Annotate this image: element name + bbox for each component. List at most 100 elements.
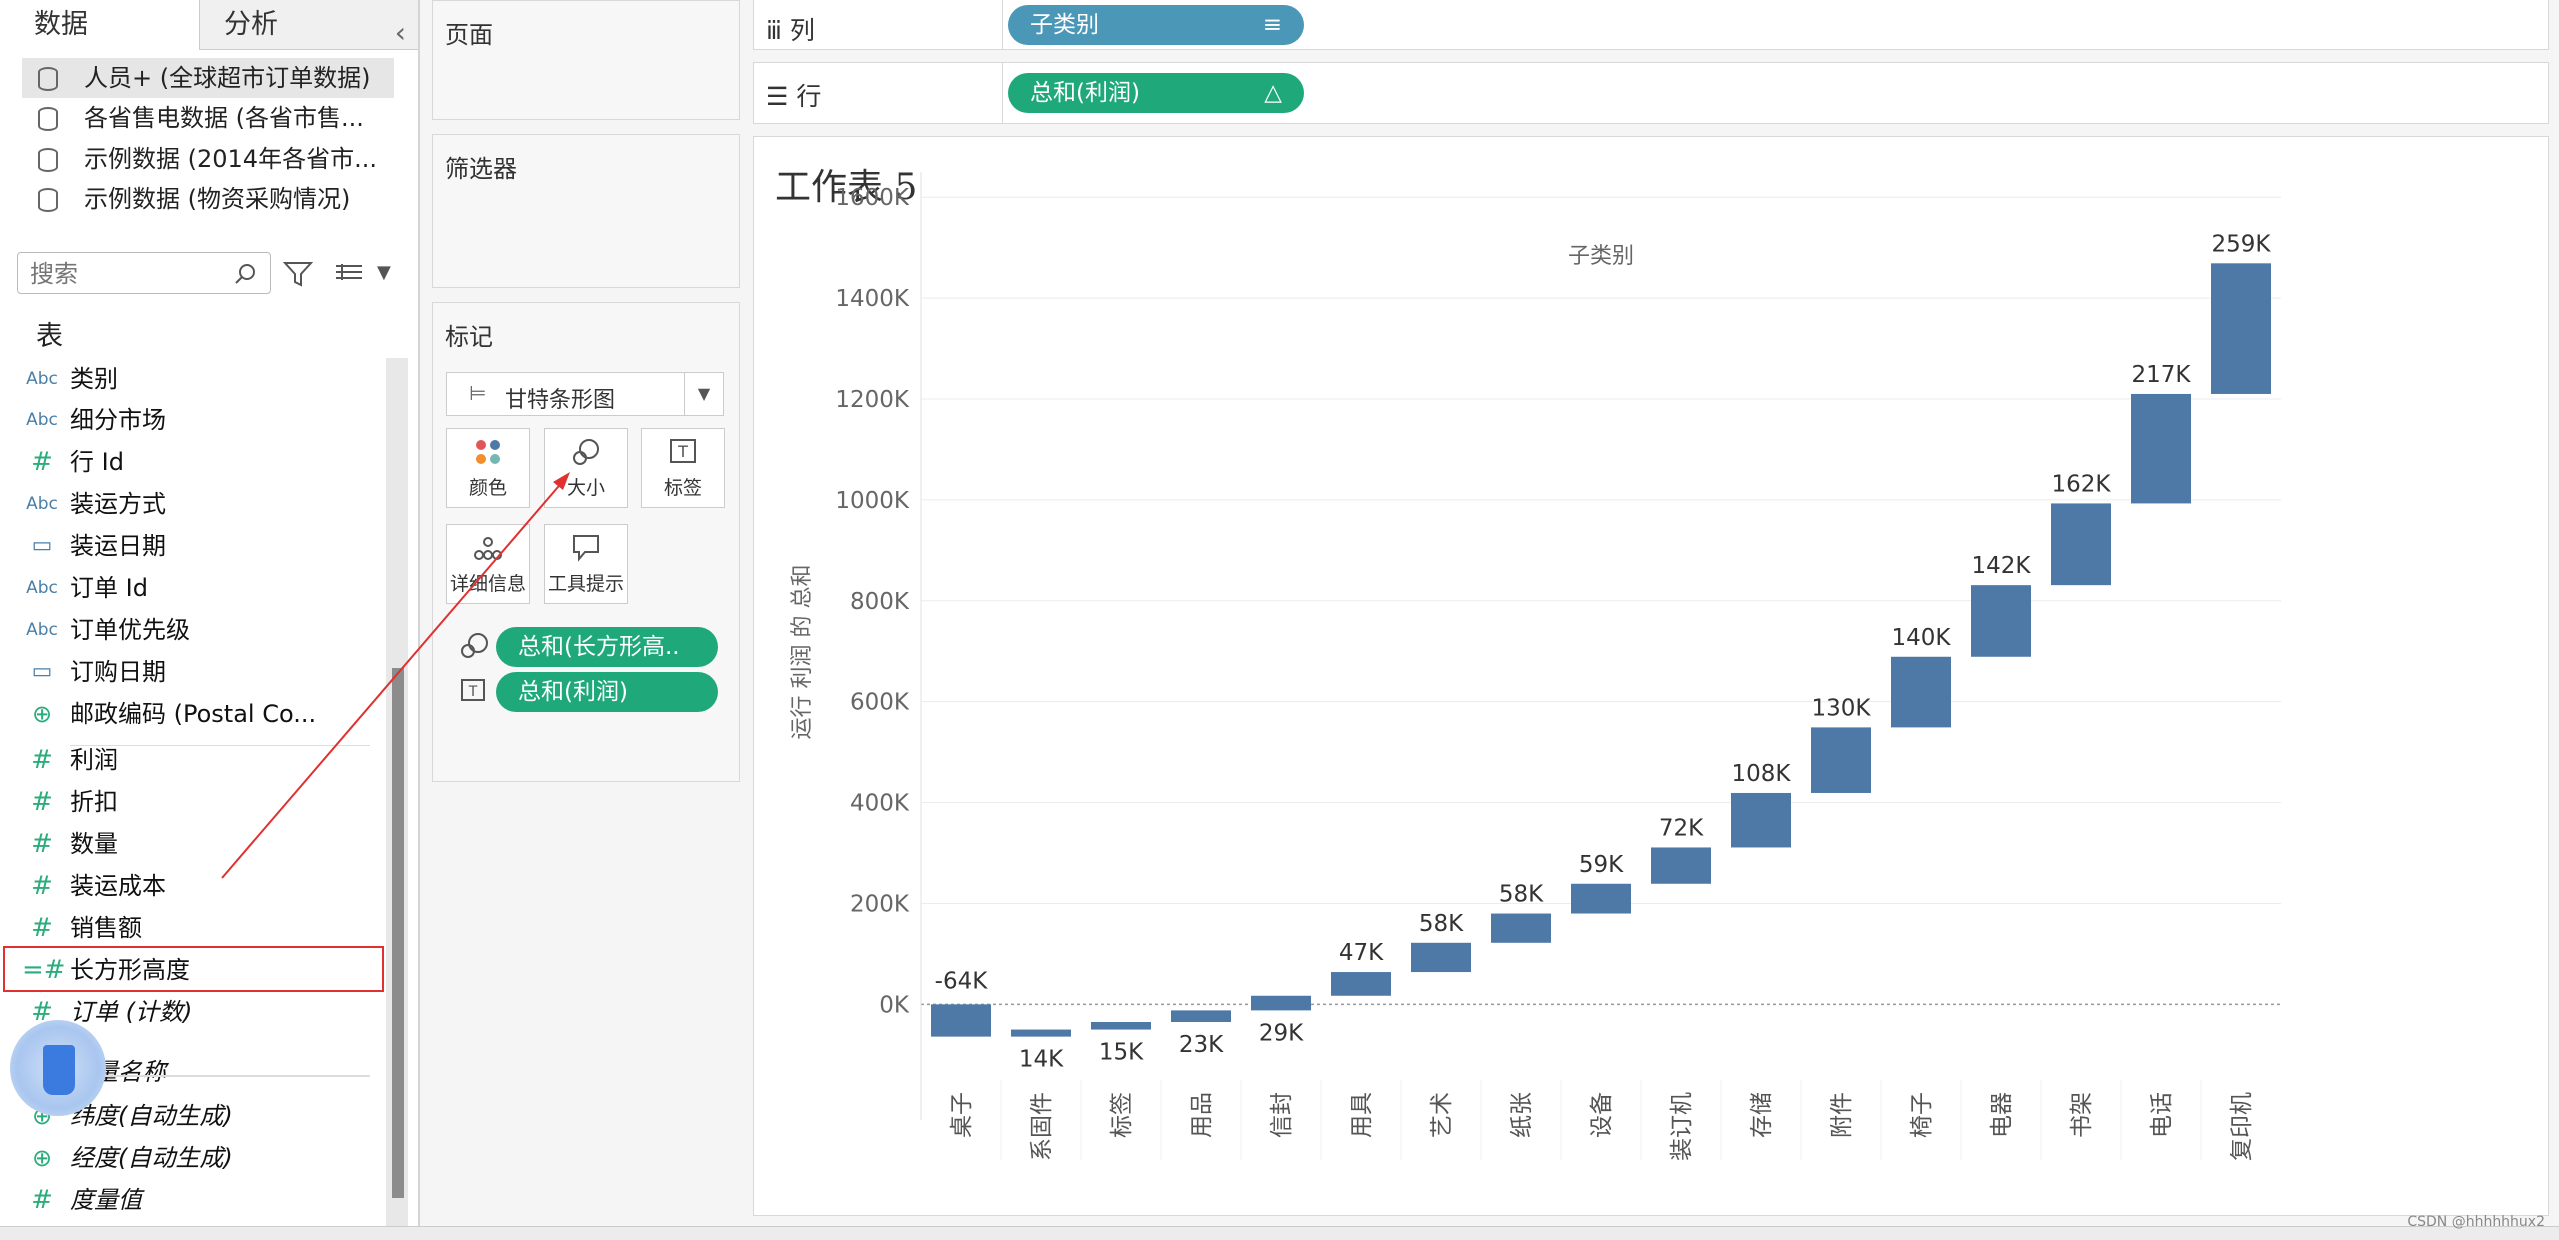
- mark-type-select[interactable]: ⊨ 甘特条形图 ▼: [446, 372, 724, 416]
- sheet-title: 工作表 5: [775, 167, 918, 208]
- field-item[interactable]: # 折扣: [31, 782, 118, 822]
- data-label: -64K: [935, 968, 989, 994]
- field-name: 度量值: [70, 1186, 142, 1214]
- x-tick-label: 信封: [1269, 1092, 1295, 1138]
- field-name: 订单优先级: [70, 616, 190, 644]
- data-label: 58K: [1419, 911, 1464, 937]
- field-item[interactable]: # 销售额: [31, 908, 142, 948]
- field-item[interactable]: Abc 装运方式: [26, 484, 166, 524]
- datasource-item[interactable]: 各省售电数据 (各省市售...: [38, 99, 364, 137]
- field-item[interactable]: Abc 订单 Id: [26, 568, 148, 608]
- field-item[interactable]: # 数量: [31, 824, 118, 864]
- waterfall-bar: [2051, 503, 2111, 586]
- database-icon: [38, 107, 58, 131]
- rows-icon: ☰: [766, 82, 789, 111]
- field-item[interactable]: ▭ 订购日期: [32, 652, 166, 692]
- calendar-icon: ▭: [31, 533, 53, 558]
- x-tick-label: 存储: [1749, 1092, 1775, 1138]
- tab-data[interactable]: 数据: [0, 0, 200, 50]
- tab-analysis[interactable]: 分析 ‹: [200, 0, 418, 50]
- svg-text:T: T: [677, 442, 688, 461]
- tooltip-button[interactable]: 工具提示: [544, 524, 628, 604]
- datasource-item[interactable]: 示例数据 (2014年各省市...: [38, 140, 377, 178]
- data-label: 108K: [1732, 761, 1792, 787]
- field-item[interactable]: ▭ 装运日期: [32, 526, 166, 566]
- field-name: 销售额: [70, 914, 142, 942]
- field-name: 订购日期: [70, 658, 166, 686]
- delta-icon[interactable]: △: [1264, 80, 1282, 106]
- number-type-icon: #: [31, 787, 53, 817]
- database-icon: [38, 188, 58, 212]
- text-type-icon: Abc: [26, 620, 58, 640]
- waterfall-bar: [1411, 942, 1471, 973]
- scrollbar-thumb[interactable]: [392, 668, 404, 1198]
- color-button[interactable]: 颜色: [446, 428, 530, 508]
- x-tick-label: 复印机: [2229, 1092, 2255, 1161]
- field-item[interactable]: Abc 订单优先级: [26, 610, 190, 650]
- dropdown-arrow-icon[interactable]: ▼: [377, 262, 391, 283]
- field-item[interactable]: ⊕ 邮政编码 (Postal Co...: [32, 694, 316, 734]
- column-header: 子类别: [1568, 244, 1634, 269]
- tab-analysis-label: 分析: [224, 9, 278, 40]
- rows-pill[interactable]: 总和(利润) △: [1008, 73, 1304, 113]
- detail-dots-icon: [447, 533, 529, 569]
- field-item[interactable]: =# 长方形高度: [22, 950, 190, 990]
- label-button[interactable]: T 标签: [641, 428, 725, 508]
- number-type-icon: #: [31, 997, 53, 1027]
- field-item[interactable]: # 订单 (计数): [31, 992, 192, 1032]
- waterfall-bar: [1731, 792, 1791, 848]
- data-label: 47K: [1339, 940, 1384, 966]
- y-tick-label: 1600K: [835, 185, 910, 211]
- search-box[interactable]: [17, 252, 271, 294]
- y-axis-label: 运行 利润 的 总和: [790, 565, 815, 740]
- detail-button[interactable]: 详细信息: [446, 524, 530, 604]
- waterfall-bar: [1171, 1010, 1231, 1022]
- waterfall-bar: [2211, 263, 2271, 394]
- chevron-left-icon[interactable]: ‹: [394, 16, 406, 49]
- data-label: 142K: [1972, 553, 2032, 579]
- datasource-item[interactable]: 人员+ (全球超市订单数据): [38, 59, 370, 97]
- calendar-icon: ▭: [31, 659, 53, 684]
- x-tick-label: 电器: [1989, 1092, 2015, 1138]
- field-item[interactable]: ⊕ 纬度(自动生成): [32, 1096, 233, 1136]
- label-pill[interactable]: 总和(利润): [496, 672, 718, 712]
- waterfall-chart: 0K 200K 400K 600K 800K 1000K 1200K 1400K 1600K 子类…: [790, 172, 2281, 1161]
- columns-pill[interactable]: 子类别 ≡: [1008, 5, 1304, 45]
- divider: [1002, 63, 1003, 123]
- x-tick-label: 电话: [2149, 1092, 2175, 1138]
- status-bar: [0, 1226, 2559, 1240]
- gantt-icon: ⊨: [469, 381, 487, 405]
- size-circles-icon: [461, 633, 488, 658]
- y-tick-label: 600K: [850, 690, 910, 716]
- columns-shelf-label: ⅲ 列: [766, 16, 815, 45]
- datasource-item[interactable]: 示例数据 (物资采购情况): [38, 180, 350, 218]
- divider: [1002, 0, 1003, 49]
- waterfall-bar: [1491, 913, 1551, 943]
- search-icon[interactable]: [234, 262, 258, 286]
- field-item[interactable]: # 利润: [31, 740, 118, 780]
- size-pill[interactable]: 总和(长方形高..: [496, 627, 718, 667]
- search-input[interactable]: [28, 259, 232, 289]
- field-item[interactable]: ⊕ 经度(自动生成): [32, 1138, 233, 1178]
- datasource-selected-bg: [22, 58, 394, 98]
- waterfall-bar: [1651, 847, 1711, 884]
- field-item[interactable]: Abc 类别: [26, 359, 118, 399]
- list-view-icon[interactable]: [334, 262, 364, 286]
- data-label: 140K: [1892, 625, 1952, 651]
- globe-icon: ⊕: [31, 700, 53, 728]
- number-type-icon: #: [31, 745, 53, 775]
- sort-icon[interactable]: ≡: [1262, 12, 1282, 38]
- field-item[interactable]: # 度量值: [31, 1180, 142, 1220]
- y-tick-label: 400K: [850, 791, 910, 817]
- filter-icon[interactable]: [283, 260, 313, 288]
- field-item[interactable]: # 行 Id: [31, 442, 124, 482]
- field-item[interactable]: Abc 细分市场: [26, 400, 166, 440]
- y-tick-label: 800K: [850, 589, 910, 615]
- waterfall-bar: [931, 1004, 991, 1037]
- number-type-icon: #: [31, 447, 53, 477]
- waterfall-bar: [1571, 883, 1631, 914]
- filters-card[interactable]: 筛选器: [432, 134, 740, 288]
- field-item[interactable]: # 装运成本: [31, 866, 166, 906]
- size-button[interactable]: 大小: [544, 428, 628, 508]
- dropdown-arrow-icon[interactable]: ▼: [684, 373, 723, 415]
